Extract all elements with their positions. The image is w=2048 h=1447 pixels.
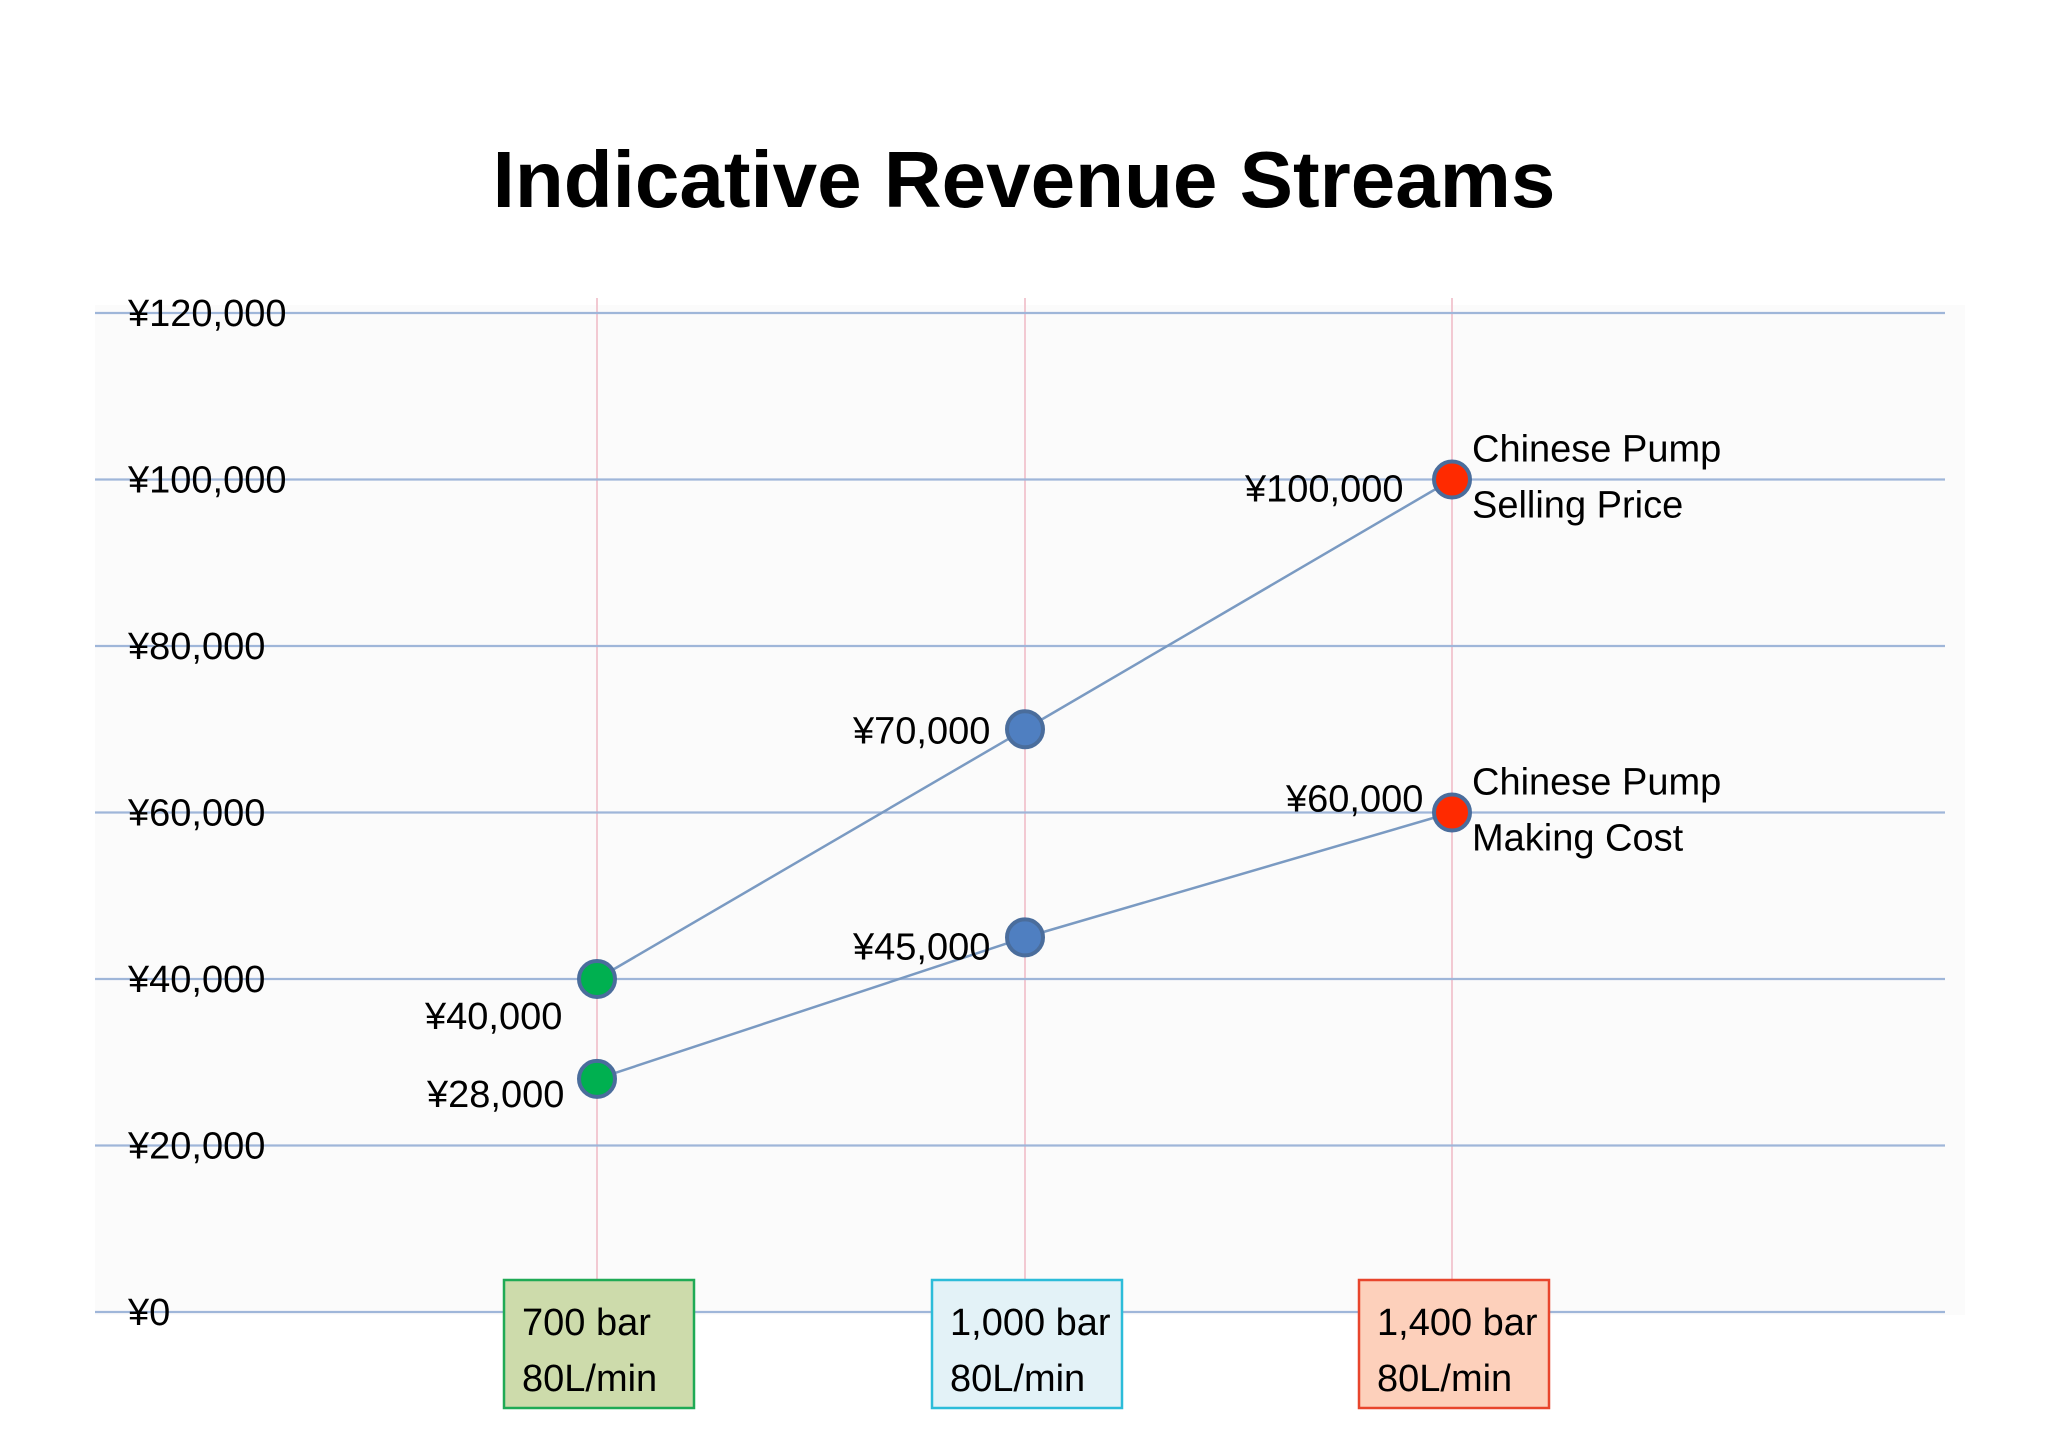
category-label-line2: 80L/min: [1377, 1358, 1512, 1400]
series-name-line: Making Cost: [1472, 818, 1684, 860]
data-label: ¥40,000: [424, 996, 562, 1038]
data-point: [1432, 459, 1472, 500]
plot-background: [95, 305, 1965, 1315]
data-point: [577, 959, 617, 999]
category-box: [502, 1278, 696, 1410]
category-box: [930, 1278, 1124, 1410]
category-label-line2: 80L/min: [950, 1358, 1085, 1400]
series-name-label: Chinese Pump Selling Price: [1472, 429, 1721, 527]
data-label: ¥45,000: [852, 926, 990, 968]
category-box: [1357, 1278, 1551, 1410]
data-point: [1005, 917, 1045, 958]
data-point: [1005, 709, 1045, 750]
chart-title: Indicative Revenue Streams: [493, 135, 1556, 224]
category-label-line1: 1,000 bar: [950, 1302, 1111, 1344]
y-tick-label: ¥80,000: [127, 626, 265, 668]
series-name-label: Chinese Pump Making Cost: [1472, 762, 1721, 860]
data-label: ¥28,000: [426, 1074, 564, 1116]
data-labels: ¥40,000 ¥70,000 ¥100,000 ¥28,000 ¥45,000 ¥60,…: [424, 429, 1721, 1116]
y-tick-label: ¥60,000: [127, 793, 265, 835]
data-label: ¥100,000: [1244, 469, 1404, 511]
y-tick-label: ¥0: [127, 1292, 170, 1334]
category-label-line2: 80L/min: [522, 1358, 657, 1400]
data-point: [577, 1058, 617, 1099]
y-tick-label: ¥40,000: [127, 959, 265, 1001]
data-label: ¥70,000: [852, 710, 990, 752]
series-name-line: Chinese Pump: [1472, 429, 1721, 471]
series-name-line: Chinese Pump: [1472, 762, 1721, 804]
data-points: [577, 459, 1472, 1099]
axis-labels: ¥0 ¥20,000 ¥40,000 ¥60,000 ¥80,000 ¥100,000 ¥1…: [127, 293, 1551, 1410]
data-point: [1432, 792, 1472, 833]
y-tick-label: ¥120,000: [127, 293, 287, 335]
category-label-line1: 700 bar: [522, 1302, 651, 1344]
series-name-line: Selling Price: [1472, 485, 1683, 527]
y-tick-label: ¥20,000: [127, 1126, 265, 1168]
category-label-line1: 1,400 bar: [1377, 1302, 1538, 1344]
y-tick-label: ¥100,000: [127, 460, 287, 502]
data-label: ¥60,000: [1285, 779, 1423, 821]
